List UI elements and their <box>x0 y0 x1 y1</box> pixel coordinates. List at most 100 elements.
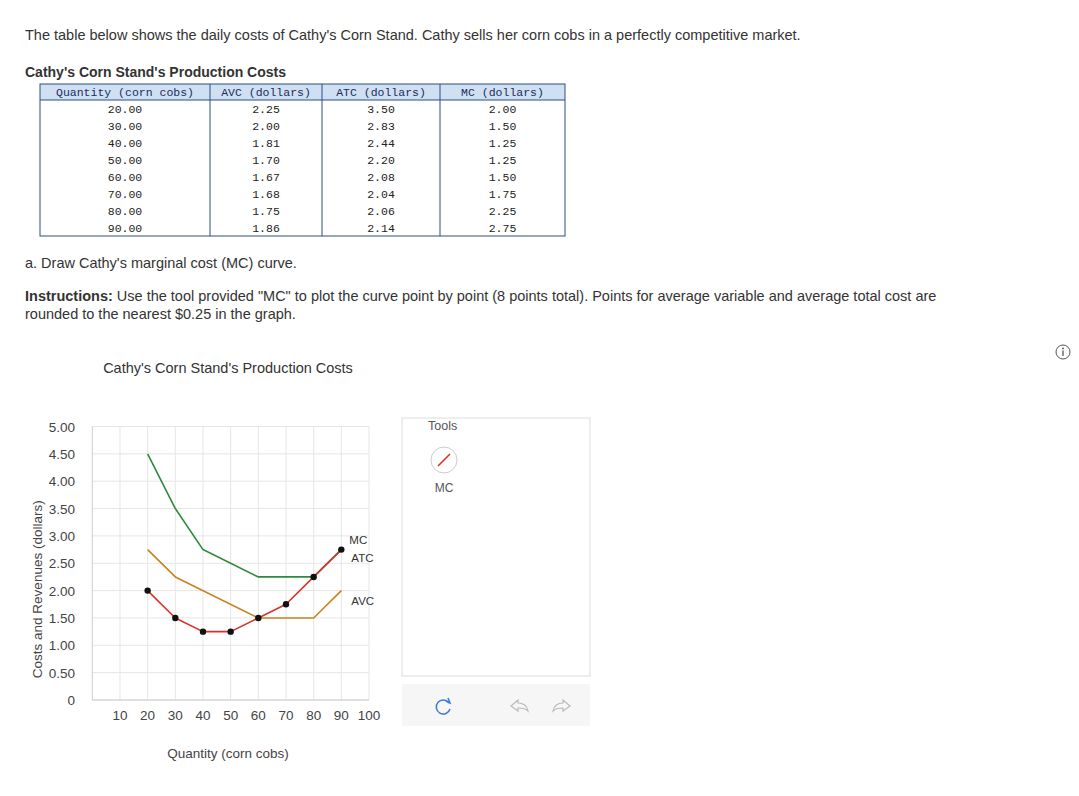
table-col-rule <box>210 84 211 236</box>
series-point <box>200 628 206 634</box>
table-cell: 2.08 <box>367 171 395 184</box>
y-axis-line <box>92 427 93 701</box>
series-label: AVC <box>351 595 374 607</box>
part-a: a. Draw Cathy's marginal cost (MC) curve… <box>25 255 297 271</box>
x-tick-label: 30 <box>168 708 183 723</box>
series-line <box>148 550 342 618</box>
table-header: ATC (dollars) <box>336 86 426 99</box>
x-grid-line <box>258 427 259 701</box>
series-point <box>255 615 261 621</box>
reset-head <box>446 698 450 703</box>
series-point <box>338 546 344 552</box>
x-grid-line <box>147 427 148 701</box>
cost-table: Quantity (corn cobs) AVC (dollars) ATC (do… <box>40 84 565 236</box>
table-cell: 2.00 <box>489 103 517 116</box>
x-tick-label: 10 <box>112 708 127 723</box>
tool-circle <box>431 447 457 473</box>
table-cell: 2.20 <box>367 154 395 167</box>
y-tick-label: 3.00 <box>49 529 75 544</box>
y-tick-label: 5.00 <box>49 420 75 435</box>
table-cell: 2.06 <box>367 205 395 218</box>
series-point <box>144 587 150 593</box>
y-tick-label: 0 <box>67 693 75 708</box>
table-border <box>40 84 565 236</box>
undo-icon <box>511 700 528 711</box>
table-header: Quantity (corn cobs) <box>56 86 194 99</box>
table-cell: 30.00 <box>108 120 143 133</box>
y-grid-line <box>92 700 369 701</box>
x-tick-label: 70 <box>278 708 293 723</box>
tools-frame <box>402 418 590 676</box>
tools-bar-bg <box>402 684 590 726</box>
y-tick-label: 4.50 <box>49 447 75 462</box>
y-tick-label: 1.50 <box>49 611 75 626</box>
reset-button[interactable] <box>436 698 450 714</box>
mc-tool[interactable]: MC <box>431 447 457 495</box>
table-cell: 60.00 <box>108 171 143 184</box>
series-point <box>172 615 178 621</box>
y-tick-label: 4.00 <box>49 474 75 489</box>
x-tick-label: 80 <box>306 708 321 723</box>
x-grid-line <box>175 427 176 701</box>
table-cell: 2.14 <box>367 222 395 235</box>
redo-icon <box>553 700 570 711</box>
series-point <box>283 601 289 607</box>
table-cell: 1.25 <box>489 137 517 150</box>
table-cell: 1.50 <box>489 120 517 133</box>
table-cell: 2.44 <box>367 137 395 150</box>
series-group <box>144 454 344 635</box>
page: The table below shows the daily costs of… <box>0 0 1079 796</box>
table-cell: 1.50 <box>489 171 517 184</box>
table-cell: 1.68 <box>252 188 280 201</box>
tool-glyph <box>438 454 450 466</box>
table-cell: 2.04 <box>367 188 395 201</box>
intro-text: The table below shows the daily costs of… <box>25 27 801 43</box>
table-cell: 20.00 <box>108 103 143 116</box>
chart: 00.501.001.502.002.503.003.504.004.505.0… <box>30 420 380 762</box>
series-line <box>148 454 342 577</box>
tools-bar <box>402 684 590 726</box>
instructions: Instructions: Use the tool provided "MC"… <box>25 287 970 323</box>
y-tick-label: 0.50 <box>49 666 75 681</box>
table-cell: 50.00 <box>108 154 143 167</box>
table-cell: 1.86 <box>252 222 280 235</box>
table-title: Cathy's Corn Stand's Production Costs <box>25 64 286 80</box>
y-axis-title: Costs and Revenues (dollars) <box>30 500 45 678</box>
tools-panel: Tools MC <box>402 418 590 676</box>
table-header: AVC (dollars) <box>221 86 311 99</box>
table-header-bg <box>40 84 565 100</box>
x-axis-title: Quantity (corn cobs) <box>167 746 289 761</box>
instructions-label: Instructions: <box>25 288 113 304</box>
y-tick-label: 2.00 <box>49 584 75 599</box>
series-point <box>227 628 233 634</box>
y-tick-label: 1.00 <box>49 638 75 653</box>
table-cell: 1.25 <box>489 154 517 167</box>
table-cell: 80.00 <box>108 205 143 218</box>
tools-title: Tools <box>428 419 457 433</box>
x-tick-label: 90 <box>334 708 349 723</box>
table-cell: 3.50 <box>367 103 395 116</box>
redo-button[interactable] <box>553 700 570 711</box>
info-icon[interactable] <box>1056 345 1070 359</box>
tool-label: MC <box>435 481 454 495</box>
table-rule <box>40 100 565 101</box>
x-tick-label: 40 <box>195 708 210 723</box>
table-cell: 2.25 <box>489 205 517 218</box>
y-tick-label: 2.50 <box>49 556 75 571</box>
table-cell: 2.00 <box>252 120 280 133</box>
undo-button[interactable] <box>511 700 528 711</box>
table-cell: 1.75 <box>252 205 280 218</box>
table-header: MC (dollars) <box>461 86 544 99</box>
chart-title: Cathy's Corn Stand's Production Costs <box>103 360 353 376</box>
x-tick-label: 60 <box>251 708 266 723</box>
info-dot <box>1062 348 1064 350</box>
info-stem <box>1062 351 1063 357</box>
x-grid-line <box>313 427 314 701</box>
x-grid-line <box>285 427 286 701</box>
table-cell: 2.25 <box>252 103 280 116</box>
table-cell: 2.83 <box>367 120 395 133</box>
x-tick-label: 20 <box>140 708 155 723</box>
table-cell: 1.81 <box>252 137 280 150</box>
x-grid-line <box>341 427 342 701</box>
info-circle <box>1056 345 1070 359</box>
